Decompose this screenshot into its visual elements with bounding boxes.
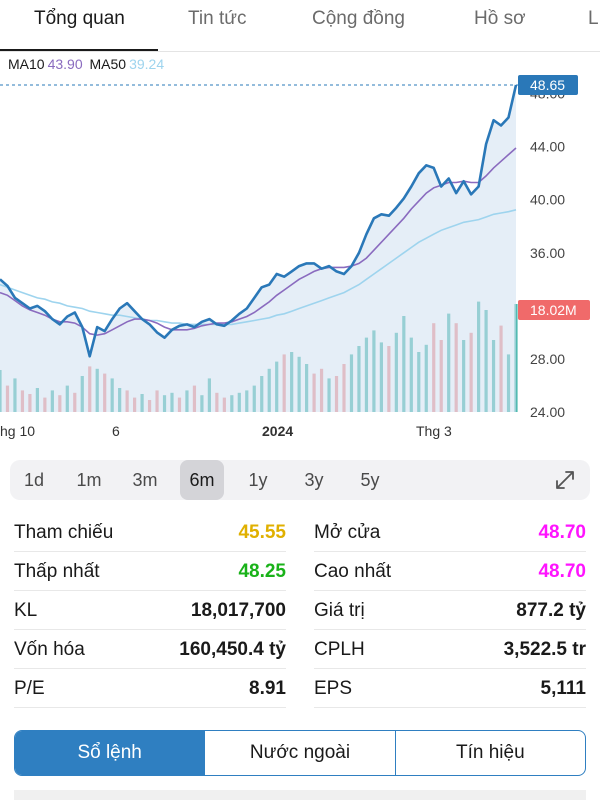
range-1y[interactable]: 1y (248, 470, 268, 490)
stat-reference: Tham chiếu 45.55 (14, 512, 286, 552)
top-tab-bar: Tổng quan Tin tức Cộng đồng Hồ sơ L (0, 0, 600, 52)
tab-news[interactable]: Tin tức (188, 8, 247, 29)
range-6m[interactable]: 6m (180, 460, 224, 500)
range-selector: 1d 1m 3m 6m 1y 3y 5y (10, 460, 590, 500)
ma-legend: MA10 43.90 MA50 39.24 (8, 56, 167, 72)
volume-tag: 18.02M (518, 300, 590, 320)
segment-order-book[interactable]: Sổ lệnh (15, 731, 205, 775)
stat-label: KL (14, 600, 38, 621)
ma10-label: MA10 (8, 56, 45, 72)
stat-value: 5,111 (540, 678, 586, 699)
ma10-value: 43.90 (47, 56, 83, 72)
tab-profile[interactable]: Hồ sơ (474, 8, 526, 29)
price-line (0, 84, 518, 358)
stat-high: Cao nhất 48.70 (314, 551, 586, 591)
stat-value: 877.2 tỷ (516, 600, 586, 621)
ma50-label: MA50 (89, 56, 127, 72)
stat-volume: KL 18,017,700 (14, 590, 286, 630)
stat-pe: P/E 8.91 (14, 668, 286, 708)
y-tick-label: 40.00 (530, 192, 565, 208)
order-book-header-strip (14, 790, 586, 800)
stat-value: 45.55 (238, 522, 286, 543)
stat-value-traded: Giá trị 877.2 tỷ (314, 590, 586, 630)
segment-signals[interactable]: Tín hiệu (394, 731, 585, 775)
stat-value: 48.70 (538, 522, 586, 543)
y-tick-label: 36.00 (530, 245, 565, 261)
active-tab-indicator (0, 49, 158, 52)
stat-value: 18,017,700 (190, 600, 286, 621)
range-5y[interactable]: 5y (360, 470, 380, 490)
stat-value: 3,522.5 tr (503, 639, 586, 660)
y-tick-label: 24.00 (530, 404, 565, 420)
stat-label: EPS (314, 678, 353, 699)
stat-label: CPLH (314, 639, 365, 660)
tab-divider (0, 51, 600, 52)
y-tick-label: 28.00 (530, 351, 565, 367)
tab-more[interactable]: L (588, 8, 599, 29)
stat-label: Giá trị (314, 600, 365, 621)
x-tick-label: 2024 (262, 423, 293, 439)
current-price-tag: 48.65 (518, 75, 578, 95)
stat-low: Thấp nhất 48.25 (14, 551, 286, 591)
current-price-label: 48.65 (530, 77, 565, 93)
stat-value: 48.25 (238, 561, 286, 582)
ma10-line (0, 147, 517, 336)
stat-market-cap: Vốn hóa 160,450.4 tỷ (14, 629, 286, 669)
stat-open: Mở cửa 48.70 (314, 512, 586, 552)
stat-label: Mở cửa (314, 522, 381, 543)
ma50-line (0, 209, 517, 326)
ma50-value: 39.24 (129, 56, 165, 72)
stat-eps: EPS 5,111 (314, 668, 586, 708)
segment-foreign[interactable]: Nước ngoài (204, 731, 394, 775)
stat-shares-outstanding: CPLH 3,522.5 tr (314, 629, 586, 669)
expand-icon[interactable] (554, 469, 576, 491)
tab-community[interactable]: Cộng đồng (312, 8, 405, 29)
x-tick-label: 6 (112, 423, 120, 439)
stat-label: P/E (14, 678, 45, 699)
x-tick-label: hg 10 (0, 423, 35, 439)
stat-label: Tham chiếu (14, 522, 114, 543)
tab-overview[interactable]: Tổng quan (34, 8, 125, 29)
stat-label: Thấp nhất (14, 561, 100, 582)
y-tick-label: 44.00 (530, 139, 565, 155)
range-1d[interactable]: 1d (23, 470, 45, 490)
stat-value: 48.70 (538, 561, 586, 582)
stat-label: Cao nhất (314, 561, 392, 582)
stat-value: 160,450.4 tỷ (179, 639, 286, 660)
range-3y[interactable]: 3y (304, 470, 324, 490)
detail-segmented-control: Sổ lệnh Nước ngoài Tín hiệu (14, 730, 586, 776)
range-3m[interactable]: 3m (132, 470, 158, 490)
stat-value: 8.91 (249, 678, 286, 699)
x-tick-label: Thg 3 (416, 423, 452, 439)
range-1m[interactable]: 1m (76, 470, 102, 490)
stat-label: Vốn hóa (14, 639, 85, 660)
volume-label: 18.02M (530, 302, 577, 318)
price-area (0, 85, 516, 412)
